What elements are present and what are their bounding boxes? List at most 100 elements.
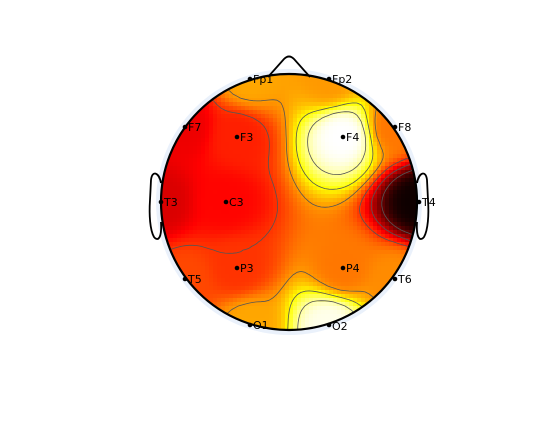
heat-cell xyxy=(309,154,314,159)
heat-cell xyxy=(377,134,382,139)
heat-cell xyxy=(209,126,214,131)
heat-cell xyxy=(317,310,322,315)
heat-cell xyxy=(233,258,238,263)
heat-cell xyxy=(257,194,262,199)
heat-cell xyxy=(261,298,266,303)
heat-cell xyxy=(269,238,274,243)
heat-cell xyxy=(233,202,238,207)
heat-cell xyxy=(405,162,410,167)
heat-cell xyxy=(265,274,270,279)
heat-cell xyxy=(245,90,250,95)
heat-cell xyxy=(181,186,186,191)
heat-cell xyxy=(337,306,342,311)
heat-cell xyxy=(293,210,298,215)
heat-cell xyxy=(373,286,378,291)
heat-cell xyxy=(329,214,334,219)
heat-cell xyxy=(221,298,226,303)
heat-cell xyxy=(305,258,310,263)
heat-cell xyxy=(249,138,254,143)
heat-cell xyxy=(253,262,258,267)
heat-cell xyxy=(241,214,246,219)
heat-cell xyxy=(257,314,262,319)
heat-cell xyxy=(249,154,254,159)
heat-cell xyxy=(325,170,330,175)
heat-cell xyxy=(345,242,350,247)
heat-cell xyxy=(181,154,186,159)
heat-cell xyxy=(269,214,274,219)
heat-cell xyxy=(293,234,298,239)
heat-cell xyxy=(217,290,222,295)
heat-cell xyxy=(257,202,262,207)
heat-cell xyxy=(341,218,346,223)
heat-cell xyxy=(313,138,318,143)
heat-cell xyxy=(249,294,254,299)
heat-cell xyxy=(221,142,226,147)
heat-cell xyxy=(321,146,326,151)
heat-cell xyxy=(225,110,230,115)
heat-cell xyxy=(269,134,274,139)
heat-cell xyxy=(333,126,338,131)
heat-cell xyxy=(353,218,358,223)
heat-cell xyxy=(177,198,182,203)
heat-cell xyxy=(393,226,398,231)
heat-cell xyxy=(329,226,334,231)
heat-cell xyxy=(305,234,310,239)
heat-cell xyxy=(365,106,370,111)
heat-cell xyxy=(253,182,258,187)
heat-cell xyxy=(329,82,334,87)
heat-cell xyxy=(177,154,182,159)
heat-cell xyxy=(257,118,262,123)
heat-cell xyxy=(345,182,350,187)
heat-cell xyxy=(249,146,254,151)
electrode-dot-c3 xyxy=(223,199,229,205)
heat-cell xyxy=(165,190,170,195)
heat-cell xyxy=(233,270,238,275)
heat-cell xyxy=(309,246,314,251)
heat-cell xyxy=(213,302,218,307)
heat-cell xyxy=(393,238,398,243)
heat-cell xyxy=(253,186,258,191)
heat-cell xyxy=(405,214,410,219)
heat-cell xyxy=(197,286,202,291)
heat-cell xyxy=(305,262,310,267)
heat-cell xyxy=(205,150,210,155)
heat-cell xyxy=(241,102,246,107)
heat-cell xyxy=(365,222,370,227)
heat-cell xyxy=(289,194,294,199)
heat-cell xyxy=(313,134,318,139)
heat-cell xyxy=(225,246,230,251)
heat-cell xyxy=(281,262,286,267)
heat-cell xyxy=(317,178,322,183)
heat-cell xyxy=(325,286,330,291)
heat-cell xyxy=(221,114,226,119)
heat-cell xyxy=(265,294,270,299)
heat-cell xyxy=(281,322,286,327)
heat-cell xyxy=(165,198,170,203)
heat-cell xyxy=(205,110,210,115)
heat-cell xyxy=(265,210,270,215)
heat-cell xyxy=(225,258,230,263)
heat-cell xyxy=(277,246,282,251)
heat-cell xyxy=(393,198,398,203)
heat-cell xyxy=(273,78,278,83)
heat-cell xyxy=(349,174,354,179)
heat-cell xyxy=(229,258,234,263)
heat-cell xyxy=(333,222,338,227)
heat-cell xyxy=(377,130,382,135)
heat-cell xyxy=(225,138,230,143)
heat-cell xyxy=(253,78,258,83)
heat-cell xyxy=(213,282,218,287)
heat-cell xyxy=(349,202,354,207)
heat-cell xyxy=(205,114,210,119)
heat-cell xyxy=(349,126,354,131)
heat-cell xyxy=(201,170,206,175)
heat-cell xyxy=(177,222,182,227)
heat-cell xyxy=(297,286,302,291)
heat-cell xyxy=(213,210,218,215)
heat-cell xyxy=(201,178,206,183)
heat-cell xyxy=(273,230,278,235)
heat-cell xyxy=(325,182,330,187)
heat-cell xyxy=(225,174,230,179)
heat-cell xyxy=(205,278,210,283)
heat-cell xyxy=(181,198,186,203)
